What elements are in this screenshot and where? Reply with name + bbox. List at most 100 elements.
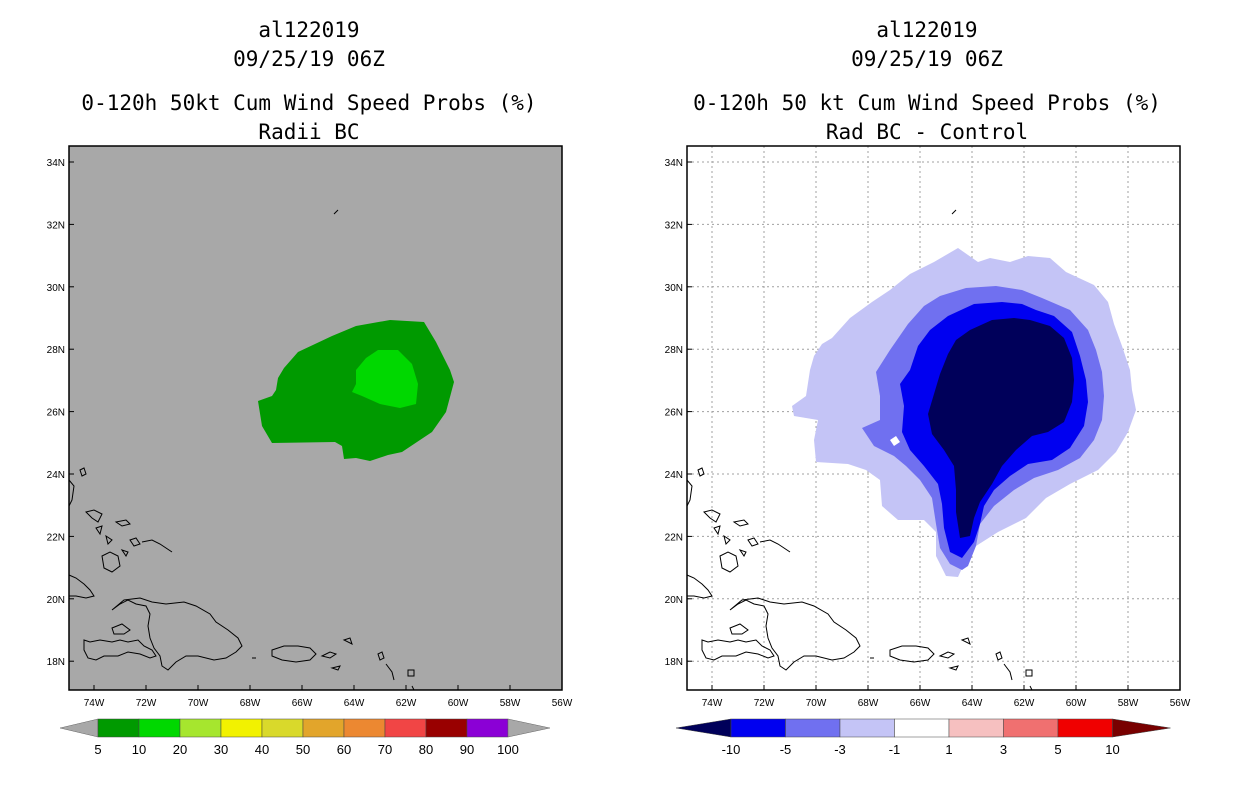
- coastline-segment: [114, 519, 131, 527]
- coastline-segment: [995, 651, 1003, 661]
- colorbar-label: -10: [722, 742, 741, 757]
- lat-label: 34N: [47, 158, 65, 169]
- left-map-frame: [68, 145, 563, 691]
- colorbar-label: 80: [419, 742, 433, 757]
- colorbar-swatch: [138, 718, 181, 738]
- left-lon-labels: 74W 72W 70W 68W 66W 64W 62W 60W 58W 56W: [84, 685, 573, 709]
- colorbar-swatch: [1003, 718, 1059, 738]
- lat-label: 18N: [665, 657, 683, 668]
- coastline-segment: [719, 551, 739, 573]
- coastline-segment: [701, 639, 775, 661]
- lon-label: 58W: [500, 698, 521, 709]
- lon-label: 58W: [1118, 698, 1139, 709]
- coastline-segment: [1025, 669, 1033, 677]
- colorbar-label: 10: [1105, 742, 1119, 757]
- coastline-segment: [703, 509, 721, 523]
- colorbar-swatch: [948, 718, 1004, 738]
- lat-label: 32N: [665, 220, 683, 231]
- coastline-segment: [141, 539, 173, 553]
- left-map: 34N 32N 30N 28N 26N 24N 22N 20N 18N 74W 72W 70W 68W…: [47, 145, 573, 757]
- coastline-segment: [407, 669, 415, 677]
- right-storm-id: al122019: [876, 18, 978, 42]
- colorbar-swatch: [730, 718, 786, 738]
- lon-label: 56W: [1170, 698, 1191, 709]
- coastline-segment: [889, 645, 935, 663]
- lon-label: 74W: [84, 698, 105, 709]
- coastline-segment: [938, 651, 956, 659]
- coastline-segment: [385, 663, 395, 681]
- lat-label: 20N: [47, 595, 65, 606]
- coastline-segment: [68, 479, 75, 507]
- left-coastlines: [68, 209, 415, 691]
- coastline-segment: [68, 574, 95, 599]
- colorbar-swatch: [261, 718, 304, 738]
- left-prob-20-contour: [352, 350, 418, 408]
- coastline-segment: [85, 509, 103, 523]
- left-datetime: 09/25/19 06Z: [233, 47, 385, 71]
- colorbar-over-arrow: [1112, 718, 1171, 738]
- coastline-segment: [960, 637, 971, 645]
- colorbar-label: 70: [378, 742, 392, 757]
- right-lat-labels: 34N 32N 30N 28N 26N 24N 22N 20N 18N: [665, 158, 692, 668]
- lat-label: 30N: [665, 283, 683, 294]
- right-map-frame: [686, 145, 1181, 691]
- lon-label: 64W: [962, 698, 983, 709]
- colorbar-label: 3: [1000, 742, 1007, 757]
- coastline-segment: [271, 645, 317, 663]
- colorbar-swatch: [839, 718, 895, 738]
- colorbar-swatch: [425, 718, 468, 738]
- coastline-segment: [738, 549, 747, 557]
- coastline-segment: [951, 209, 957, 215]
- lat-label: 24N: [665, 470, 683, 481]
- right-subtitle: Rad BC - Control: [825, 120, 1029, 144]
- lat-label: 34N: [665, 158, 683, 169]
- colorbar-label: 10: [132, 742, 146, 757]
- left-storm-id: al122019: [258, 18, 360, 42]
- colorbar-swatch: [785, 718, 841, 738]
- right-datetime: 09/25/19 06Z: [851, 47, 1003, 71]
- colorbar-label: -5: [780, 742, 792, 757]
- lon-label: 62W: [396, 698, 417, 709]
- lon-label: 66W: [292, 698, 313, 709]
- lon-label: 56W: [552, 698, 573, 709]
- left-lat-labels: 34N 32N 30N 28N 26N 24N 22N 20N 18N: [47, 158, 74, 668]
- coastline-segment: [697, 467, 705, 477]
- left-colorbar: 5 10 20 30 40 50 60 70 80 90 100: [59, 718, 551, 757]
- right-panel: al122019 09/25/19 06Z 0-120h 50 kt Cum W…: [618, 0, 1236, 800]
- lon-label: 70W: [188, 698, 209, 709]
- colorbar-label: 90: [460, 742, 474, 757]
- lon-label: 64W: [344, 698, 365, 709]
- colorbar-label: 30: [214, 742, 228, 757]
- coastline-segment: [79, 467, 87, 477]
- right-diff-minus10-contour: [928, 318, 1074, 538]
- lon-label: 72W: [754, 698, 775, 709]
- lon-label: 70W: [806, 698, 827, 709]
- coastline-segment: [377, 651, 385, 661]
- lat-label: 22N: [47, 532, 65, 543]
- left-panel: al122019 09/25/19 06Z 0-120h 50kt Cum Wi…: [47, 18, 573, 757]
- right-colorbar: -10 -5 -3 -1 1 3 5 10: [675, 718, 1171, 757]
- coastline-segment: [83, 639, 157, 661]
- coastline-segment: [129, 537, 141, 547]
- coastline-segment: [686, 574, 713, 599]
- right-small-island-contour: [890, 436, 900, 446]
- coastline-segment: [120, 549, 129, 557]
- colorbar-swatch: [894, 718, 950, 738]
- lat-label: 32N: [47, 220, 65, 231]
- lat-label: 26N: [47, 408, 65, 419]
- colorbar-swatch: [220, 718, 263, 738]
- colorbar-label: 100: [497, 742, 519, 757]
- lon-label: 68W: [858, 698, 879, 709]
- colorbar-swatch: [97, 718, 140, 738]
- lon-label: 60W: [448, 698, 469, 709]
- colorbar-swatch: [1057, 718, 1113, 738]
- colorbar-label: 40: [255, 742, 269, 757]
- right-product-title: 0-120h 50 kt Cum Wind Speed Probs (%): [693, 91, 1161, 115]
- lat-label: 26N: [665, 408, 683, 419]
- lon-label: 68W: [240, 698, 261, 709]
- coastline-segment: [105, 534, 113, 545]
- colorbar-label: 50: [296, 742, 310, 757]
- lat-label: 20N: [665, 595, 683, 606]
- coastline-segment: [732, 519, 749, 527]
- colorbar-label: 5: [94, 742, 101, 757]
